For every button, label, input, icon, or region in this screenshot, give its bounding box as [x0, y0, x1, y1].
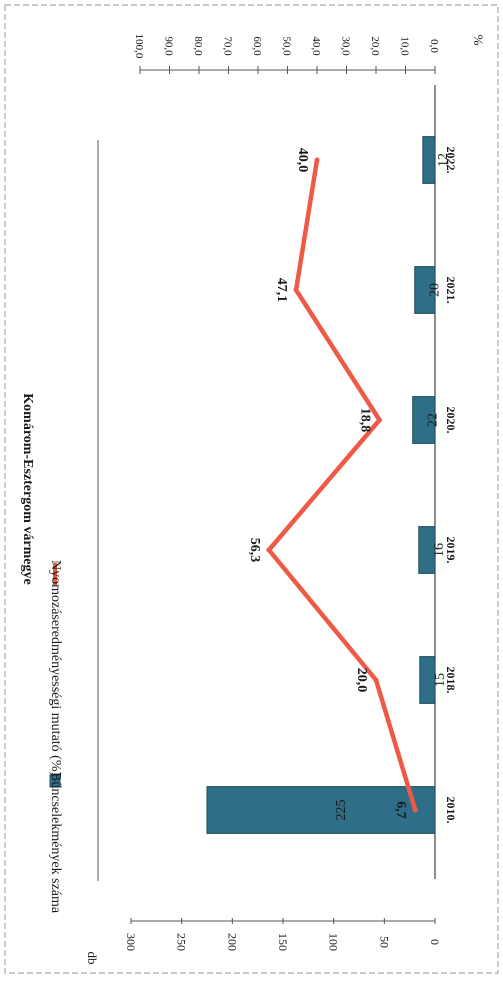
right-axis-tick-label: 30,0 — [340, 36, 352, 56]
bar-value-label: 22 — [426, 413, 441, 427]
bar-value-label: 225 — [334, 800, 349, 821]
line-series — [266, 157, 418, 813]
right-axis-tick-label: 50,0 — [281, 36, 293, 56]
left-axis-tick-label: 50 — [377, 936, 391, 948]
category-label: 2020. — [444, 407, 458, 434]
bar-value-label: 16 — [432, 543, 447, 557]
right-axis-tick-label: 40,0 — [310, 36, 322, 56]
line-point — [412, 807, 418, 813]
chart-title: Komárom-Esztergom vármegye — [20, 393, 35, 584]
left-axis-tick-label: 150 — [276, 933, 290, 951]
plot-area: 0 50 100 150 200 250 300 0,0 10,0 20,0 30,0 40,0 50,… — [97, 34, 458, 951]
line-value-label: 20,0 — [354, 668, 369, 693]
right-axis-tick-label: 10,0 — [399, 36, 411, 56]
right-axis-tick-label: 80,0 — [192, 36, 204, 56]
legend-bar-label: Bűncselekmények száma — [48, 772, 63, 914]
left-axis-tick-label: 250 — [175, 933, 189, 951]
bar — [418, 526, 436, 574]
left-axis-unit: db — [85, 952, 100, 965]
category-label: 2022. — [444, 147, 458, 174]
bar — [419, 656, 436, 704]
line-point — [373, 677, 379, 683]
bar — [206, 786, 436, 834]
line-point — [266, 547, 272, 553]
bar-value-label: 15 — [433, 673, 448, 687]
line-value-label: 56,3 — [247, 538, 262, 563]
line-value-label: 40,0 — [295, 148, 310, 173]
left-axis-tick-label: 0 — [428, 939, 442, 945]
right-axis-tick-label: 90,0 — [163, 36, 175, 56]
line-value-label: 18,8 — [358, 408, 373, 433]
legend-bar-swatch — [49, 774, 61, 788]
bar — [412, 396, 436, 444]
bar — [422, 136, 436, 184]
category-label: 2018. — [444, 667, 458, 694]
right-axis-tick-label: 0,0 — [428, 39, 440, 53]
left-axis-tick-label: 300 — [124, 933, 138, 951]
line-value-label: 47,1 — [274, 278, 289, 303]
category-label: 2021. — [444, 277, 458, 304]
bar — [414, 266, 436, 314]
legend-line-label: Nyomozáseredményességi mutató (%) — [48, 560, 63, 776]
line-point — [314, 157, 320, 163]
line-value-label: 6,7 — [393, 801, 408, 819]
bar-value-label: 12 — [436, 153, 451, 167]
right-axis-tick-label: 100,0 — [133, 34, 145, 59]
line-point — [377, 417, 383, 423]
right-axis-tick-label: 70,0 — [222, 36, 234, 56]
category-label: 2010. — [444, 797, 458, 824]
right-axis-tick-label: 20,0 — [369, 36, 381, 56]
bar-value-label: 20 — [428, 283, 443, 297]
legend: Bűncselekmények számaNyomozáseredményess… — [48, 560, 63, 914]
right-axis-tick-label: 60,0 — [251, 36, 263, 56]
left-axis-tick-label: 200 — [225, 933, 239, 951]
left-axis-tick-label: 100 — [327, 933, 341, 951]
right-axis-unit: % — [471, 35, 486, 46]
line-point — [293, 287, 299, 293]
category-label: 2019. — [444, 537, 458, 564]
